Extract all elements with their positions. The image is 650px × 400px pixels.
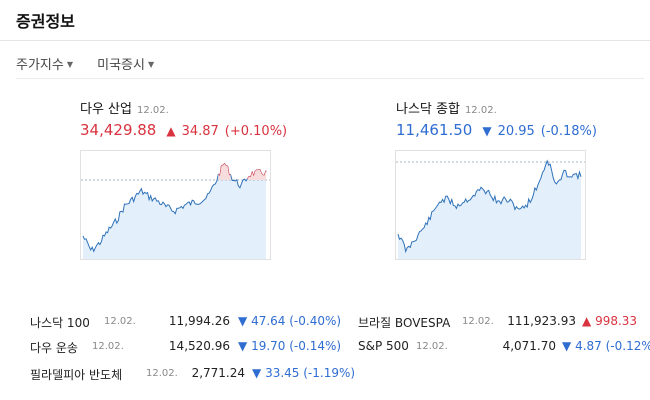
triangle-down-icon: ▼ bbox=[238, 339, 248, 353]
list-item-name: 다우 운송 bbox=[30, 341, 78, 355]
triangle-down-icon: ▼ bbox=[482, 124, 492, 138]
card-value: 11,461.50 bbox=[396, 121, 473, 139]
caret-down-icon: ▼ bbox=[147, 60, 155, 69]
list-item-price: 14,520.96 bbox=[168, 339, 230, 353]
card-date: 12.02. bbox=[136, 105, 169, 116]
list-item[interactable]: S&P 500 12.02. 4,071.70 ▼ 4.87 (-0.12%) bbox=[358, 339, 650, 355]
dow-intraday-chart[interactable] bbox=[80, 150, 271, 260]
list-item-change: ▼ 33.45 (-1.19%) bbox=[252, 366, 356, 380]
triangle-down-icon: ▼ bbox=[252, 366, 262, 380]
triangle-down-icon: ▼ bbox=[562, 339, 572, 353]
caret-down-icon: ▼ bbox=[66, 60, 73, 69]
list-item-price: 11,994.26 bbox=[168, 314, 230, 328]
triangle-up-icon: ▲ bbox=[582, 314, 592, 328]
triangle-down-icon: ▼ bbox=[238, 314, 248, 328]
list-item-change: ▼ 47.64 (-0.40%) bbox=[238, 314, 342, 328]
card-value: 34,429.88 bbox=[80, 121, 157, 139]
list-item-price: 111,923.93 bbox=[507, 314, 576, 328]
list-item-name: 브라질 BOVESPA bbox=[358, 316, 451, 330]
page-title: 증권정보 bbox=[16, 12, 75, 31]
tab-us-market[interactable]: 미국증시 ▼ bbox=[97, 54, 154, 73]
card-percent: (+0.10%) bbox=[224, 124, 288, 139]
list-item-date: 12.02. bbox=[462, 316, 494, 327]
list-item-date: 12.02. bbox=[104, 316, 136, 327]
chart-area-above bbox=[218, 163, 266, 180]
tab-label: 미국증시 bbox=[97, 58, 145, 73]
chart-area bbox=[398, 160, 581, 259]
list-item[interactable]: 다우 운송 12.02. 14,520.96 ▼ 19.70 (-0.14%) bbox=[30, 339, 342, 355]
card-change: 34.87 bbox=[181, 124, 219, 139]
list-item-price: 2,771.24 bbox=[191, 366, 245, 380]
list-item-date: 12.02. bbox=[146, 368, 178, 379]
list-item-name: 나스닥 100 bbox=[30, 316, 90, 330]
tab-index[interactable]: 주가지수 ▼ bbox=[16, 54, 73, 73]
card-percent: (-0.18%) bbox=[540, 124, 597, 139]
card-quote: 11,461.50 ▼ 20.95 (-0.18%) bbox=[396, 121, 597, 139]
header-divider bbox=[0, 40, 650, 41]
tab-bar: 주가지수 ▼ 미국증시 ▼ bbox=[16, 54, 174, 73]
list-item-name: 필라델피아 반도체 bbox=[30, 368, 123, 382]
list-item-change: ▲ 998.33 bbox=[582, 314, 638, 328]
tab-label: 주가지수 bbox=[16, 58, 64, 73]
list-item-change: ▼ 19.70 (-0.14%) bbox=[238, 339, 342, 353]
list-item-date: 12.02. bbox=[92, 341, 124, 352]
list-item[interactable]: 브라질 BOVESPA 12.02. 111,923.93 ▲ 998.33 bbox=[358, 314, 648, 330]
list-item[interactable]: 필라델피아 반도체 12.02. 2,771.24 ▼ 33.45 (-1.19… bbox=[30, 366, 355, 382]
triangle-up-icon: ▲ bbox=[166, 124, 176, 138]
list-item-date: 12.02. bbox=[416, 341, 448, 352]
card-name: 나스닥 종합 bbox=[396, 102, 460, 117]
chart-line bbox=[82, 162, 267, 253]
chart-area bbox=[83, 163, 266, 259]
index-card-dow[interactable]: 다우 산업 12.02. 34,429.88 ▲ 34.87 (+0.10%) bbox=[80, 98, 287, 139]
list-item[interactable]: 나스닥 100 12.02. 11,994.26 ▼ 47.64 (-0.40%… bbox=[30, 314, 342, 330]
nasdaq-intraday-chart[interactable] bbox=[395, 150, 586, 260]
card-change: 20.95 bbox=[497, 124, 535, 139]
card-date: 12.02. bbox=[464, 105, 497, 116]
list-item-price: 4,071.70 bbox=[502, 339, 556, 353]
list-item-change: ▼ 4.87 (-0.12%) bbox=[562, 339, 650, 353]
index-card-nasdaq[interactable]: 나스닥 종합 12.02. 11,461.50 ▼ 20.95 (-0.18%) bbox=[396, 98, 597, 139]
tab-divider bbox=[16, 78, 644, 79]
card-name: 다우 산업 bbox=[80, 102, 132, 117]
list-item-name: S&P 500 bbox=[358, 339, 409, 353]
card-quote: 34,429.88 ▲ 34.87 (+0.10%) bbox=[80, 121, 287, 139]
chart-line bbox=[397, 159, 582, 254]
